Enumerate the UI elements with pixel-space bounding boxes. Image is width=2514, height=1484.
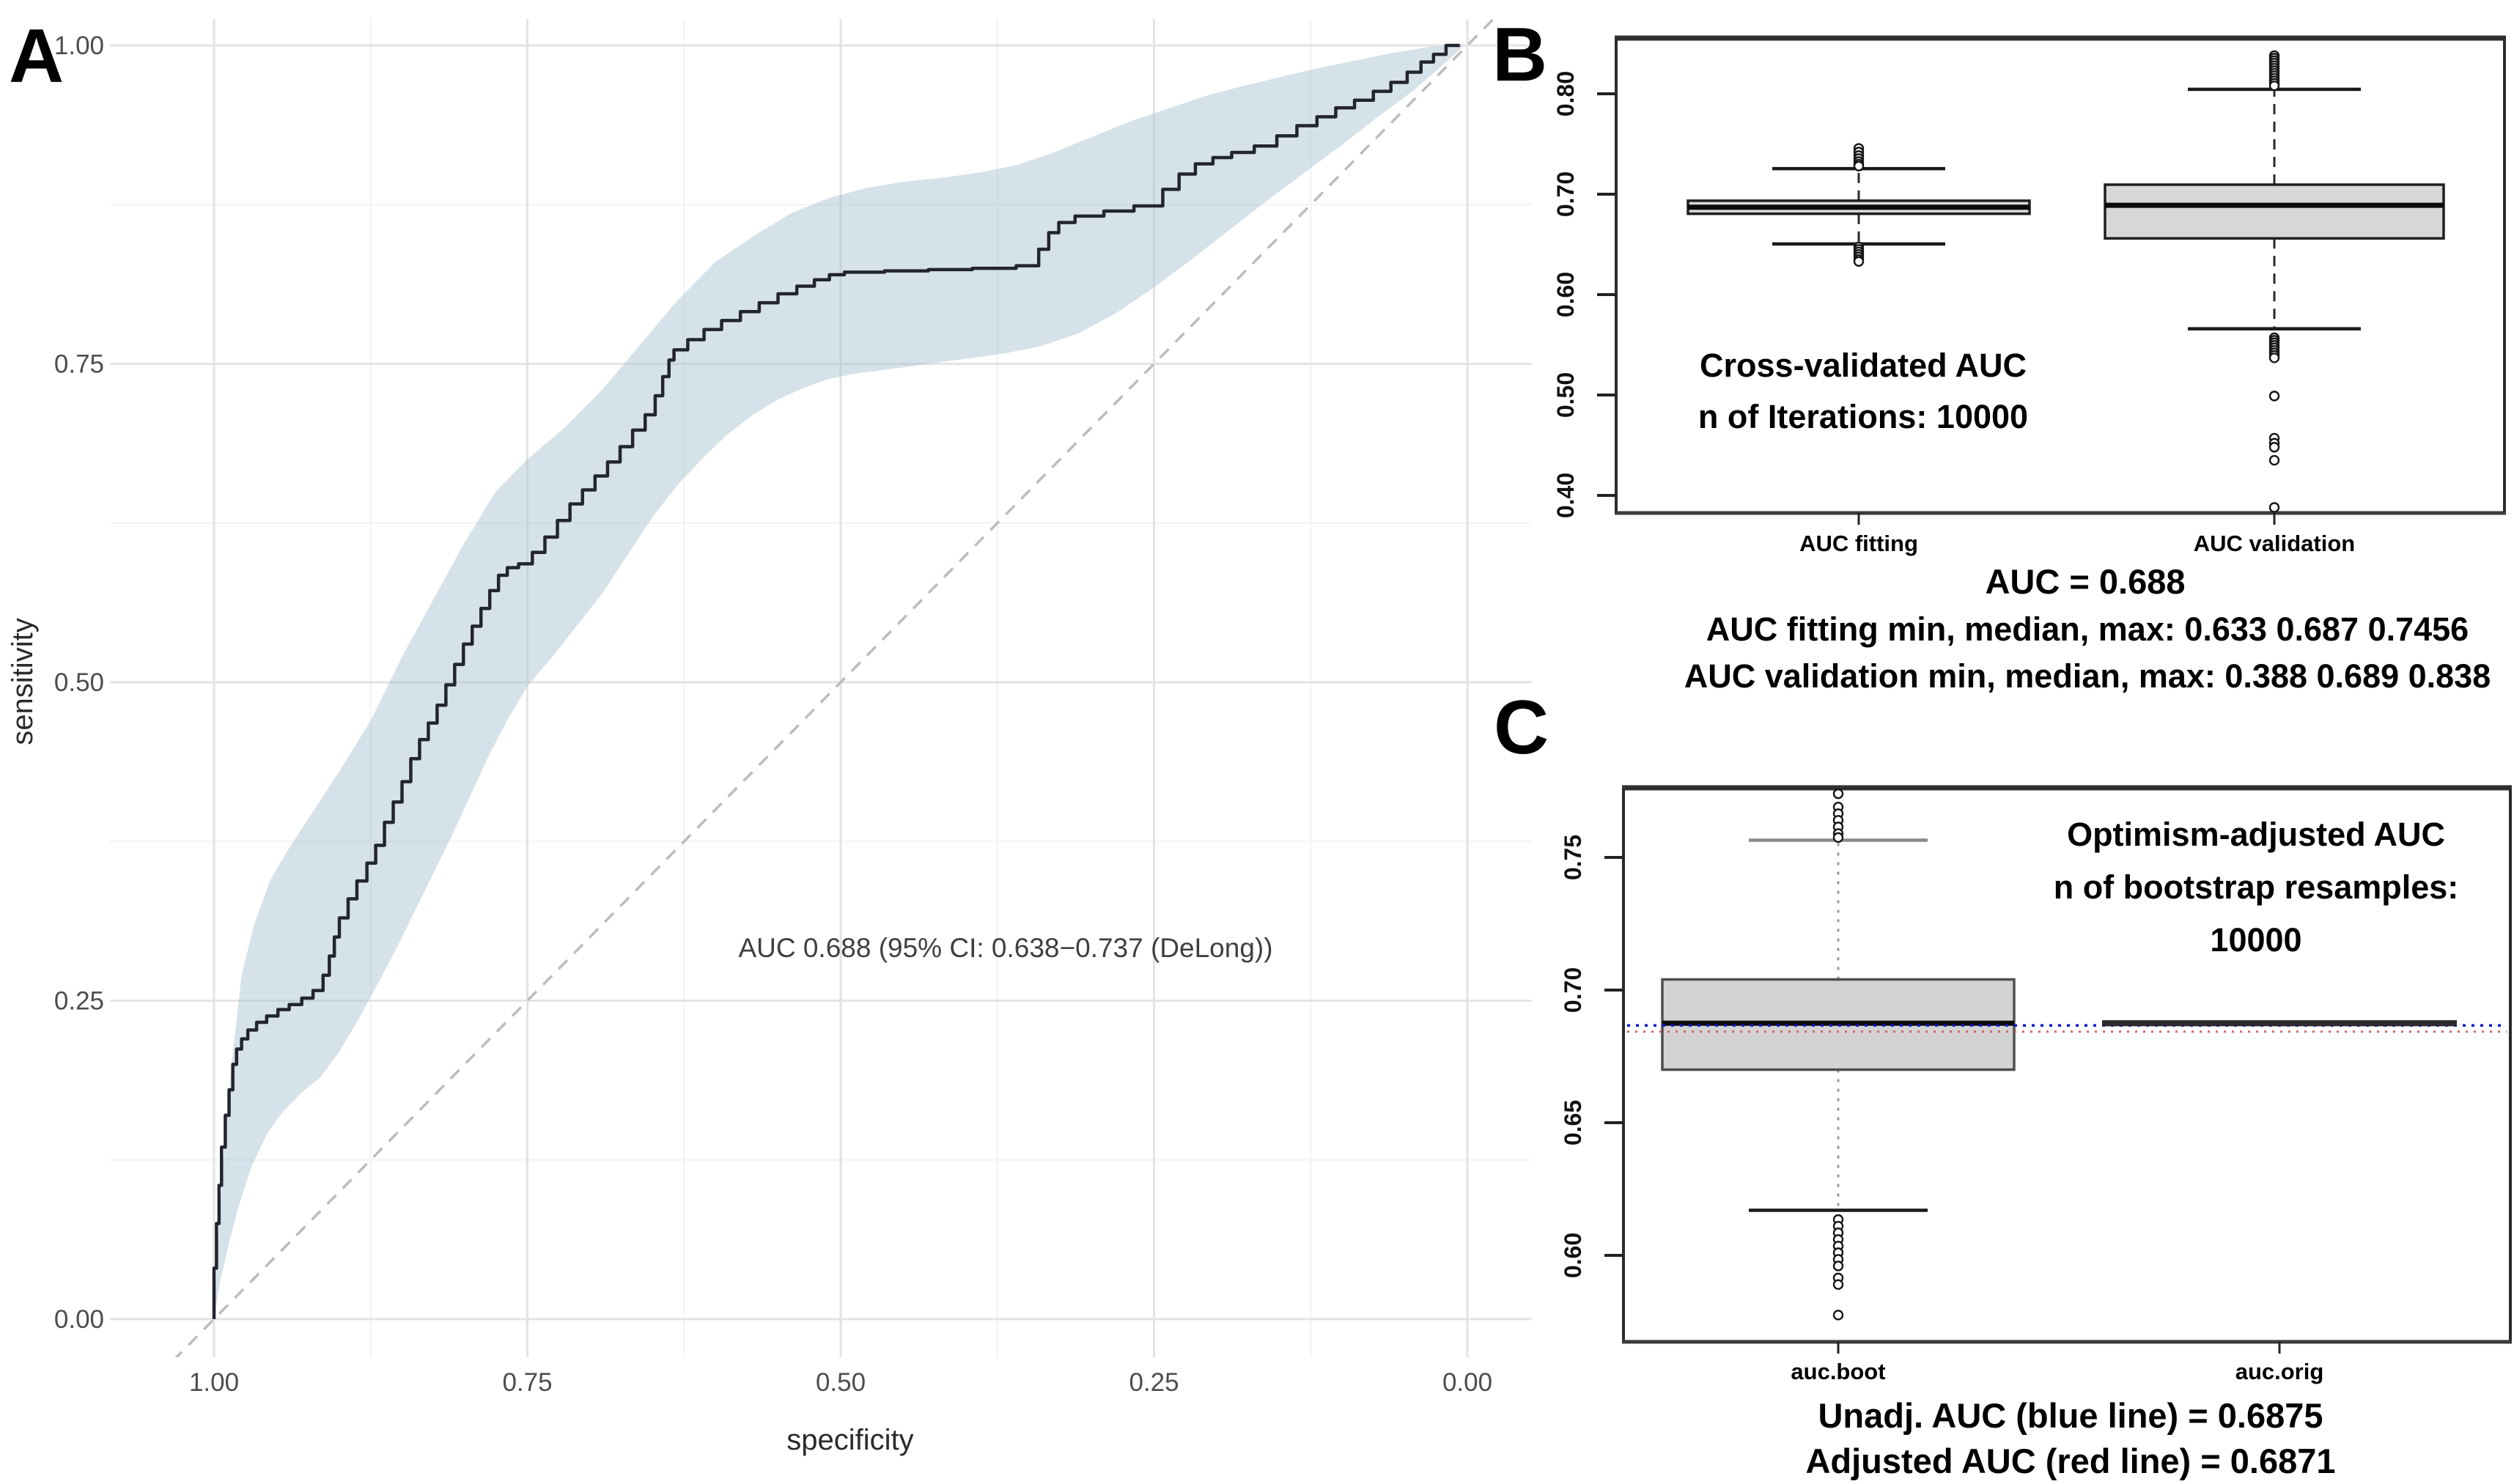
chance-diagonal <box>174 19 1495 1357</box>
roc-x-tick: 0.00 <box>1442 1368 1492 1397</box>
bootstrap-boxplot-area: 0.75 0.70 0.65 0.60 auc.boot auc.orig <box>1560 785 2512 1384</box>
auc-annotation: AUC 0.688 (95% CI: 0.638−0.737 (DeLong)) <box>738 933 1272 963</box>
roc-x-tick-labels: 1.00 0.75 0.50 0.25 0.00 <box>189 1368 1492 1397</box>
outlier-point <box>2268 391 2280 402</box>
cv-boxplot-area: 0.80 0.70 0.60 0.50 0.40 AUC fitting AUC valid… <box>1552 35 2506 556</box>
category-label: auc.boot <box>1791 1359 1885 1384</box>
outlier-point <box>2268 502 2280 513</box>
roc-gridlines <box>110 19 1532 1357</box>
cv-validation-summary: AUC validation min, median, max: 0.388 0… <box>1684 657 2491 695</box>
roc-x-tick: 0.50 <box>816 1368 866 1397</box>
boot-note-line1: Optimism-adjusted AUC <box>2067 816 2445 853</box>
panel-c-boxplot: 0.75 0.70 0.65 0.60 auc.boot auc.orig Optimis… <box>1494 685 2512 1480</box>
roc-y-tick-labels: 0.00 0.25 0.50 0.75 1.00 <box>54 32 104 1334</box>
adjusted-auc-text: Adjusted AUC (red line) = 0.6871 <box>1805 1441 2335 1480</box>
category-label: auc.orig <box>2235 1359 2324 1384</box>
cv-fitting-summary: AUC fitting min, median, max: 0.633 0.68… <box>1706 610 2469 648</box>
outlier-point <box>2268 442 2280 453</box>
boot-note-line2: n of bootstrap resamples: <box>2054 868 2459 906</box>
outlier-point <box>1832 1310 1844 1321</box>
panel-b-letter: B <box>1492 12 1547 97</box>
cv-note-line2: n of Iterations: 10000 <box>1698 398 2028 435</box>
outlier-point <box>2268 80 2280 92</box>
y-axis-title: sensitivity <box>7 618 39 745</box>
boot-note-line3: 10000 <box>2210 921 2301 959</box>
y-tick-label: 0.60 <box>1560 1233 1586 1278</box>
roc-x-tick: 1.00 <box>189 1368 239 1397</box>
roc-y-tick: 1.00 <box>54 32 104 60</box>
y-tick-label: 0.50 <box>1552 372 1579 418</box>
y-tick-label: 0.70 <box>1552 171 1579 217</box>
y-tick-label: 0.70 <box>1560 967 1586 1013</box>
roc-y-tick: 0.50 <box>54 668 104 697</box>
panel-a-letter: A <box>9 14 64 99</box>
outlier-point <box>1832 832 1844 843</box>
y-tick-label: 0.75 <box>1560 835 1586 880</box>
roc-y-tick: 0.75 <box>54 350 104 379</box>
roc-y-tick: 0.00 <box>54 1305 104 1334</box>
outlier-point <box>1853 160 1865 171</box>
roc-x-tick: 0.25 <box>1129 1368 1179 1397</box>
y-tick-label: 0.60 <box>1552 272 1579 317</box>
cv-auc-summary: AUC = 0.688 <box>1985 562 2185 601</box>
outlier-point <box>1853 256 1865 267</box>
y-tick-label: 0.40 <box>1552 473 1579 518</box>
category-label: AUC validation <box>2194 531 2355 556</box>
panel-c-letter: C <box>1494 685 1549 770</box>
y-tick-label: 0.80 <box>1552 71 1579 117</box>
cv-note-line1: Cross-validated AUC <box>1700 347 2027 384</box>
roc-x-tick: 0.75 <box>502 1368 552 1397</box>
outlier-point <box>1832 1260 1844 1271</box>
outlier-point <box>2268 352 2280 363</box>
roc-y-tick: 0.25 <box>54 987 104 1016</box>
roc-ci-band <box>214 45 1464 1319</box>
roc-curve <box>212 43 1460 1319</box>
panel-a-roc-plot: 1.00 0.75 0.50 0.25 0.00 0.000.250.500.751.0… <box>7 14 1532 1456</box>
category-label: AUC fitting <box>1799 531 1918 556</box>
y-tick-label: 0.65 <box>1560 1100 1586 1145</box>
panel-b-boxplot: 0.80 0.70 0.60 0.50 0.40 AUC fitting AUC valid… <box>1492 12 2506 695</box>
x-axis-title: specificity <box>786 1424 913 1456</box>
outlier-point <box>2268 454 2280 466</box>
unadjusted-auc-text: Unadj. AUC (blue line) = 0.6875 <box>1818 1396 2323 1435</box>
outlier-point <box>1832 1279 1844 1291</box>
outlier-point <box>1832 788 1844 800</box>
